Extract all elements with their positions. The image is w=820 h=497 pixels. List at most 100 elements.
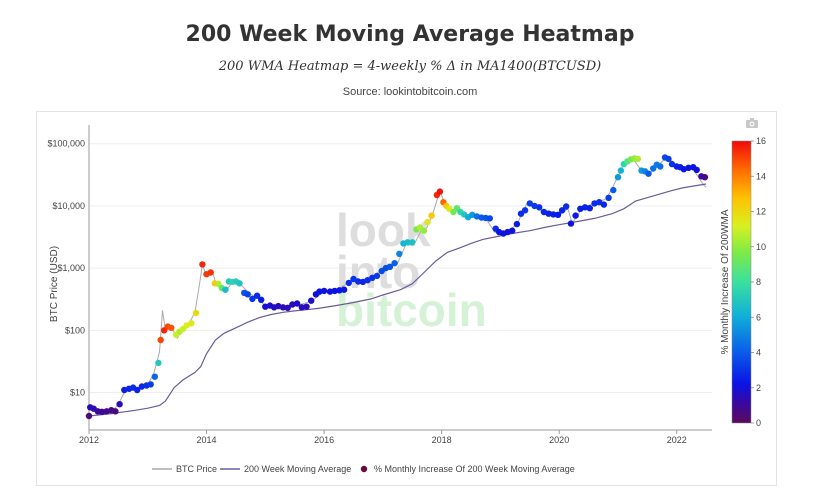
heatmap-points [85, 154, 709, 420]
heatmap-point [147, 381, 154, 388]
page-title: 200 Week Moving Average Heatmap [185, 22, 635, 47]
heatmap-point [134, 386, 141, 394]
heatmap-point [605, 194, 612, 201]
heatmap-point [572, 212, 579, 219]
y-tick-label: $100,000 [47, 139, 85, 149]
heatmap-point [404, 239, 411, 246]
heatmap-point [284, 304, 291, 311]
colorbar-label: % Monthly Increase Of 200WMA [720, 209, 731, 354]
y-tick-label: $100 [65, 325, 85, 335]
y-tick-label: $1,000 [57, 263, 85, 273]
heatmap-point [215, 280, 222, 287]
legend-label-btc-price: BTC Price [176, 464, 217, 474]
legend-swatch-heatmap [360, 465, 368, 473]
x-tick-label: 2016 [314, 435, 334, 445]
heatmap-point [558, 207, 566, 214]
heatmap-point [550, 211, 557, 218]
heatmap-point [436, 188, 444, 195]
heatmap-point [373, 272, 381, 280]
heatmap-point [634, 155, 642, 163]
heatmap-point [545, 210, 552, 217]
colorbar-gradient [731, 140, 752, 424]
y-tick-label: $10 [70, 388, 85, 398]
heatmap-point [610, 186, 617, 194]
heatmap-point [308, 297, 315, 304]
heatmap-point [355, 278, 362, 285]
heatmap-point [258, 296, 265, 303]
colorbar-tick-label: 0 [756, 418, 761, 428]
x-tick-label: 2022 [667, 435, 687, 445]
heatmap-point [420, 227, 428, 234]
heatmap-point [112, 408, 119, 415]
colorbar-tick-label: 12 [756, 207, 766, 217]
heatmap-point [320, 287, 328, 295]
y-axis-label: BTC Price (USD) [49, 246, 60, 322]
colorbar-tick-label: 4 [756, 348, 761, 358]
colorbar-tick-label: 6 [756, 312, 761, 322]
heatmap-point [665, 155, 672, 163]
heatmap-point [236, 280, 243, 287]
legend-label-heatmap: % Monthly Increase Of 200 Week Moving Av… [374, 464, 575, 474]
heatmap-point [293, 300, 301, 307]
colorbar-tick-label: 2 [756, 383, 761, 393]
heatmap-point [554, 211, 562, 218]
heatmap-point [614, 174, 622, 181]
colorbar-tick-label: 10 [756, 242, 766, 252]
heatmap-point [668, 160, 676, 168]
heatmap-point [391, 260, 398, 267]
heatmap-point [188, 320, 195, 327]
formula-subtitle: 200 WMA Heatmap = 4-weekly % Δ in MA1400… [218, 59, 602, 74]
heatmap-point [249, 295, 256, 303]
heatmap-point [409, 239, 416, 246]
heatmap-point [581, 204, 589, 211]
heatmap-point [116, 401, 123, 408]
heatmap-point [155, 359, 162, 367]
heatmap-point [521, 207, 529, 214]
heatmap-point [486, 215, 493, 222]
heatmap-point [85, 412, 93, 420]
heatmap-point [168, 324, 175, 331]
legend-label-wma: 200 Week Moving Average [244, 464, 351, 474]
heatmap-point [350, 275, 357, 283]
heatmap-point [600, 201, 608, 208]
camera-icon[interactable] [745, 117, 759, 129]
heatmap-point [303, 303, 310, 310]
heatmap-point [316, 288, 323, 295]
heatmap-point [364, 277, 371, 284]
x-tick-label: 2018 [432, 435, 452, 445]
heatmap-point [563, 203, 570, 210]
heatmap-point [428, 212, 435, 219]
heatmap-point [513, 220, 521, 228]
heatmap-point [340, 286, 348, 293]
colorbar-tick-label: 16 [756, 136, 766, 146]
heatmap-point [617, 167, 625, 174]
x-tick-label: 2012 [79, 435, 99, 445]
heatmap-point [509, 227, 516, 234]
chart-frame [36, 111, 777, 486]
heatmap-point [192, 309, 200, 317]
heatmap-point [336, 287, 343, 294]
y-tick-label: $10,000 [52, 201, 85, 211]
heatmap-point [586, 205, 593, 212]
heatmap-point [253, 292, 261, 299]
grid-lines [89, 143, 712, 394]
heatmap-point [657, 163, 664, 170]
watermark-line-3: bitcoin [336, 284, 487, 336]
heatmap-point [701, 174, 709, 181]
source-label: Source: lookintobitcoin.com [342, 86, 478, 98]
axes: $10 $100 $1,000 $10,000 $100,000 2012 2014 2016… [47, 125, 712, 445]
heatmap-point [526, 200, 533, 207]
heatmap-point [326, 288, 334, 295]
wma-200-line [88, 183, 707, 417]
x-tick-label: 2020 [549, 435, 569, 445]
colorbar-tick-label: 14 [756, 171, 766, 181]
heatmap-point [222, 286, 229, 293]
heatmap-point [207, 269, 214, 276]
legend: BTC Price 200 Week Moving Average % Monthl… [152, 464, 575, 474]
heatmap-point [279, 304, 287, 311]
heatmap-point [567, 220, 575, 227]
heatmap-point [596, 199, 603, 206]
heatmap-point [645, 170, 652, 177]
heatmap-point [331, 287, 338, 295]
